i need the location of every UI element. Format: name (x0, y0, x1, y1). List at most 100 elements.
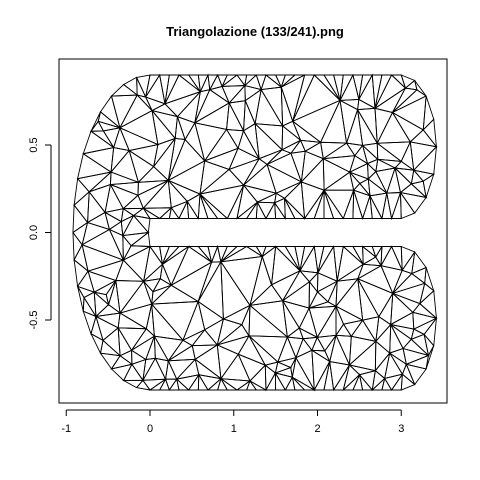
mesh-triangle (152, 278, 173, 293)
x-tick-label: 3 (398, 423, 404, 435)
mesh-triangle (122, 234, 132, 262)
mesh-triangle (264, 361, 279, 374)
y-tick-label: -0.5 (28, 311, 40, 330)
mesh-triangle (352, 246, 364, 265)
mesh-triangle (90, 120, 105, 132)
mesh-triangle (81, 228, 125, 261)
mesh-triangle (280, 74, 306, 123)
mesh-triangle (410, 169, 425, 185)
mesh-triangle (366, 158, 379, 173)
mesh-triangle (197, 300, 225, 331)
mesh-triangle (345, 142, 364, 157)
mesh-triangle (115, 259, 145, 282)
mesh-triangle (389, 311, 415, 330)
mesh-triangle (402, 347, 430, 365)
mesh-triangle (316, 280, 339, 303)
mesh-triangle (105, 280, 117, 307)
plot-frame (58, 58, 448, 404)
mesh-triangle (258, 149, 283, 165)
mesh-triangle (283, 180, 306, 220)
mesh-triangle (237, 353, 267, 382)
mesh-triangle (242, 163, 277, 194)
mesh-triangle (242, 184, 278, 203)
mesh-triangle (73, 190, 90, 224)
mesh-triangle (412, 169, 435, 182)
mesh-triangle (245, 379, 258, 391)
mesh-triangle (170, 200, 189, 220)
mesh-triangle (392, 87, 418, 113)
mesh-triangle (243, 158, 268, 186)
mesh-triangle (356, 265, 394, 295)
mesh-triangle (170, 261, 213, 303)
mesh-triangle (338, 98, 360, 111)
mesh-triangle (286, 336, 304, 359)
mesh-triangle (220, 74, 246, 87)
mesh-triangle (199, 168, 245, 195)
x-axis: -1 0 1 2 3 (61, 409, 404, 435)
mesh-triangle (142, 263, 164, 282)
mesh-triangle (128, 143, 159, 168)
mesh-triangle (220, 353, 251, 382)
mesh-triangle (323, 361, 335, 391)
mesh-triangle (342, 364, 361, 392)
mesh-triangle (221, 85, 246, 104)
mesh-triangle (110, 94, 138, 130)
mesh-triangle (153, 335, 170, 362)
mesh-triangle (73, 243, 89, 273)
mesh-triangle (367, 162, 377, 181)
mesh-triangle (302, 336, 318, 352)
mesh-triangle (248, 284, 284, 306)
mesh-triangle (145, 336, 156, 361)
mesh-triangle (304, 141, 324, 160)
mesh-triangle (72, 221, 89, 246)
mesh-triangle (142, 357, 167, 381)
mesh-triangle (361, 256, 382, 267)
mesh-triangle (83, 291, 97, 317)
mesh-triangle (369, 192, 388, 220)
mesh-triangle (167, 180, 201, 202)
mesh-triangle (244, 84, 263, 102)
mesh-triangle (375, 167, 396, 195)
mesh-triangle (164, 91, 201, 118)
mesh-triangle (166, 344, 196, 362)
mesh-triangle (191, 344, 219, 361)
mesh-triangle (220, 260, 251, 320)
mesh-triangle (243, 100, 256, 132)
mesh-triangles (72, 73, 438, 392)
mesh-triangle (412, 317, 437, 335)
mesh-triangle (97, 120, 121, 132)
mesh-triangle (386, 166, 402, 194)
mesh-triangle (228, 157, 261, 186)
mesh-triangle (72, 231, 83, 262)
mesh-triangle (228, 100, 246, 133)
mesh-triangle (352, 189, 371, 220)
mesh-triangle (82, 146, 115, 173)
mesh-triangle (300, 157, 325, 191)
x-tick-label: 0 (147, 423, 153, 435)
mesh-triangle (95, 315, 119, 342)
mesh-triangle (320, 141, 348, 160)
mesh-triangle (210, 244, 222, 263)
mesh-triangle (374, 352, 391, 380)
mesh-triangle (122, 76, 138, 96)
mesh-triangle (356, 107, 378, 144)
mesh-triangle (399, 191, 416, 220)
mesh-triangle (216, 324, 250, 346)
mesh-triangle (208, 73, 223, 91)
mesh-triangle (389, 352, 407, 376)
mesh-triangle (87, 270, 117, 293)
mesh-triangle (381, 193, 393, 219)
mesh-triangle (358, 73, 376, 110)
mesh-triangle (164, 378, 178, 391)
mesh-triangle (367, 170, 388, 194)
mesh-triangle (131, 328, 156, 351)
mesh-triangle (335, 306, 345, 337)
mesh-triangle (401, 251, 416, 275)
mesh-triangle (121, 379, 144, 389)
mesh-triangle (391, 95, 427, 131)
mesh-triangle (257, 192, 277, 204)
mesh-triangle (121, 207, 145, 217)
mesh-triangle (375, 315, 392, 343)
mesh-triangle (102, 326, 121, 357)
